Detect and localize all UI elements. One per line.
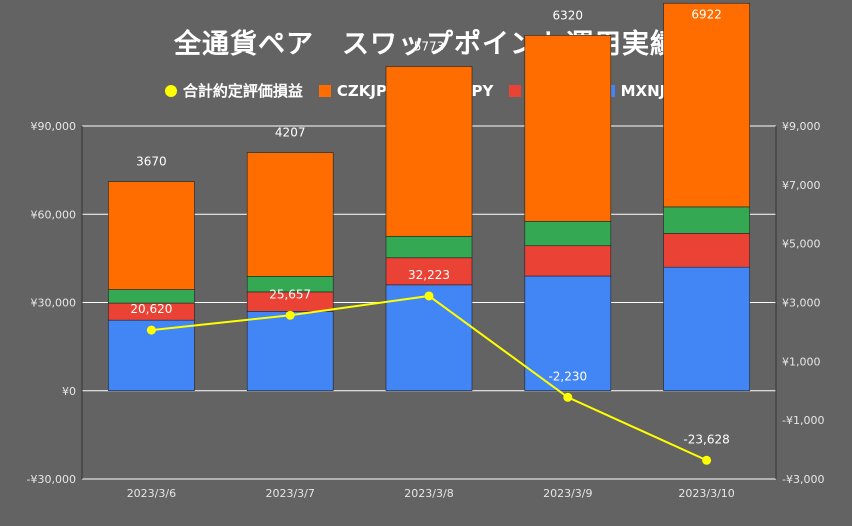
y-left-tick-label: ¥0 [62, 385, 76, 398]
data-label-line: -2,230 [548, 369, 587, 383]
bar-zarjpy [385, 236, 473, 259]
y-right-tick-label: ¥9,000 [782, 120, 821, 133]
x-tick-label: 2023/3/8 [404, 487, 453, 500]
bar-zarjpy [108, 289, 195, 304]
bar-tryjpy [385, 257, 473, 286]
line-point [563, 392, 573, 402]
bar-tryjpy [524, 245, 612, 277]
legend-item: CZKJPY [318, 80, 398, 101]
bar-czkjpy [246, 152, 334, 277]
bar-zarjpy [663, 206, 750, 234]
line-point [146, 325, 156, 335]
y-right-tick-label: ¥1,000 [782, 355, 821, 368]
bar-mxnjpy [663, 266, 750, 392]
legend-marker-dot [164, 84, 177, 97]
line-point [702, 455, 712, 465]
data-label-line: 20,620 [130, 302, 172, 316]
y-right-tick-label: ¥3,000 [782, 297, 821, 310]
data-label-czkjpy: 4207 [275, 126, 306, 140]
bar-czkjpy [524, 35, 612, 222]
y-right-tick-label: ¥5,000 [782, 238, 821, 251]
y-left-tick-label: ¥60,000 [31, 208, 77, 221]
legend-label: 合計約定評価損益 [182, 82, 303, 100]
y-right-tick-label: -¥1,000 [782, 414, 824, 427]
y-left-tick-label: ¥30,000 [31, 297, 77, 310]
bar-czkjpy [663, 2, 750, 208]
bar-czkjpy [385, 66, 473, 237]
bar-mxnjpy [524, 275, 612, 392]
legend-label: CZKJPY [336, 81, 398, 100]
x-tick-label: 2023/3/6 [127, 487, 176, 500]
bar-czkjpy [108, 181, 195, 290]
y-right-tick-label: -¥3,000 [782, 473, 824, 486]
data-label-czkjpy: 6922 [691, 7, 722, 21]
x-tick-label: 2023/3/9 [543, 487, 592, 500]
x-tick-label: 2023/3/10 [678, 487, 734, 500]
y-left-tick-label: -¥30,000 [27, 473, 76, 486]
data-label-czkjpy: 5773 [414, 39, 445, 53]
data-label-line: -23,628 [683, 432, 729, 446]
bar-mxnjpy [246, 311, 334, 392]
bar-zarjpy [524, 221, 612, 247]
data-label-czkjpy: 3670 [136, 155, 167, 169]
legend-item: 合計約定評価損益 [164, 80, 303, 101]
legend-marker-swatch [509, 84, 522, 97]
legend-marker-swatch [318, 84, 331, 97]
x-tick-label: 2023/3/7 [265, 487, 314, 500]
data-label-line: 32,223 [408, 268, 450, 282]
y-right-tick-label: ¥7,000 [782, 179, 821, 192]
y-left-tick-label: ¥90,000 [31, 120, 77, 133]
data-label-line: 25,657 [269, 287, 311, 301]
line-point [424, 291, 434, 301]
data-label-czkjpy: 6320 [553, 8, 584, 22]
bar-tryjpy [663, 233, 750, 268]
chart-title: 全通貨ペア スワップポイント運用実績 [174, 29, 678, 60]
line-point [285, 310, 295, 320]
